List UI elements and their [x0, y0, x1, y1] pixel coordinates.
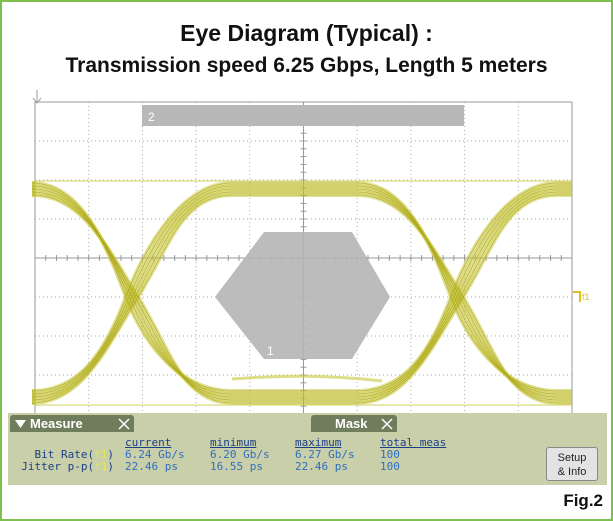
close-icon[interactable] [381, 418, 393, 430]
label-source: f1 [94, 460, 107, 473]
row-label: Jitter p-p(f1) [8, 460, 114, 473]
figure-label: Fig.2 [563, 491, 603, 511]
button-line: & Info [547, 465, 597, 479]
tab-label: Mask [335, 415, 368, 432]
label-prefix: Jitter p-p( [21, 460, 94, 473]
scope-screen: 2 1 f1 [2, 2, 613, 414]
mask-tab[interactable]: Mask [311, 415, 397, 432]
trigger-arrow [573, 292, 580, 302]
cell: 16.55 ps [210, 460, 263, 473]
close-icon[interactable] [118, 418, 130, 430]
mask-bar [142, 105, 464, 126]
trigger-marker: f1 [582, 292, 590, 302]
cell: 22.46 ps [125, 460, 178, 473]
cell: 100 [380, 460, 400, 473]
measure-panel: Measure Mask current minimum maximum tot… [8, 413, 607, 485]
cell: 22.46 ps [295, 460, 348, 473]
tab-icon [14, 418, 28, 430]
mask-region-label: 1 [267, 344, 274, 358]
label-suffix: ) [107, 460, 114, 473]
measure-tab[interactable]: Measure [10, 415, 134, 432]
tab-label: Measure [30, 415, 83, 432]
marker-arrow [33, 90, 41, 103]
setup-button[interactable]: Setup & Info [546, 447, 598, 481]
mask-bar-label: 2 [148, 110, 155, 124]
button-line: Setup [547, 451, 597, 465]
figure: Eye Diagram (Typical) : Transmission spe… [0, 0, 613, 521]
